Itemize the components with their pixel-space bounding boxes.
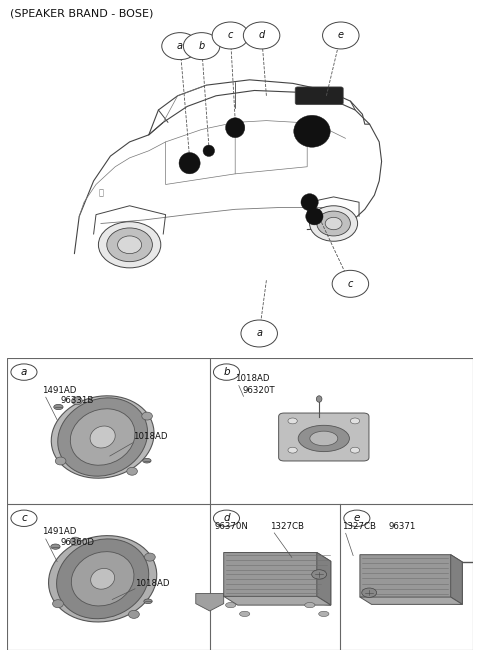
- Circle shape: [288, 418, 297, 424]
- Ellipse shape: [316, 396, 322, 402]
- Text: 96360D: 96360D: [61, 537, 95, 547]
- Text: c: c: [348, 279, 353, 289]
- Polygon shape: [224, 597, 331, 605]
- Circle shape: [183, 33, 220, 60]
- Ellipse shape: [118, 236, 142, 254]
- Circle shape: [162, 33, 198, 60]
- Text: c: c: [21, 513, 27, 523]
- Ellipse shape: [55, 457, 66, 465]
- Text: b: b: [223, 367, 230, 377]
- Ellipse shape: [306, 208, 323, 225]
- Ellipse shape: [53, 600, 63, 608]
- Polygon shape: [317, 553, 331, 605]
- Circle shape: [312, 570, 326, 579]
- Text: a: a: [21, 367, 27, 377]
- Ellipse shape: [144, 599, 152, 604]
- Circle shape: [214, 510, 240, 526]
- Ellipse shape: [129, 610, 139, 618]
- Text: ⓔ: ⓔ: [98, 189, 103, 198]
- Ellipse shape: [51, 544, 60, 549]
- Ellipse shape: [91, 568, 115, 589]
- Ellipse shape: [70, 537, 81, 545]
- Text: a: a: [256, 328, 262, 338]
- Ellipse shape: [143, 459, 151, 463]
- Ellipse shape: [57, 539, 149, 619]
- Ellipse shape: [48, 535, 157, 622]
- Polygon shape: [451, 555, 462, 604]
- Ellipse shape: [142, 412, 152, 420]
- Circle shape: [243, 22, 280, 49]
- Circle shape: [11, 364, 37, 380]
- Polygon shape: [224, 553, 331, 605]
- Text: 96331B: 96331B: [61, 396, 94, 405]
- Circle shape: [241, 320, 277, 347]
- Circle shape: [350, 447, 360, 453]
- Text: 1491AD: 1491AD: [42, 386, 76, 395]
- Text: d: d: [258, 30, 265, 41]
- Circle shape: [212, 22, 249, 49]
- Ellipse shape: [226, 602, 236, 608]
- Ellipse shape: [203, 145, 215, 156]
- Ellipse shape: [301, 194, 318, 211]
- Text: a: a: [177, 41, 183, 51]
- Polygon shape: [360, 597, 462, 604]
- Ellipse shape: [54, 404, 63, 409]
- Ellipse shape: [298, 425, 349, 451]
- Ellipse shape: [179, 152, 200, 174]
- Ellipse shape: [319, 611, 329, 616]
- Circle shape: [332, 270, 369, 298]
- Text: 96320T: 96320T: [242, 386, 275, 396]
- Circle shape: [362, 588, 377, 597]
- Text: (SPEAKER BRAND - BOSE): (SPEAKER BRAND - BOSE): [10, 9, 153, 19]
- Circle shape: [11, 510, 37, 526]
- Ellipse shape: [98, 222, 161, 268]
- Text: 96370N: 96370N: [215, 522, 248, 531]
- Ellipse shape: [127, 467, 137, 475]
- Text: b: b: [198, 41, 205, 51]
- Polygon shape: [196, 593, 224, 611]
- Ellipse shape: [72, 552, 134, 606]
- Ellipse shape: [317, 211, 350, 236]
- Ellipse shape: [58, 398, 147, 476]
- Ellipse shape: [310, 431, 338, 445]
- Text: c: c: [228, 30, 233, 41]
- Text: e: e: [354, 513, 360, 523]
- Circle shape: [350, 418, 360, 424]
- Ellipse shape: [144, 553, 155, 561]
- Ellipse shape: [72, 397, 82, 405]
- Ellipse shape: [70, 409, 135, 465]
- Circle shape: [288, 447, 297, 453]
- Ellipse shape: [240, 611, 250, 616]
- Ellipse shape: [325, 217, 342, 230]
- Circle shape: [214, 364, 240, 380]
- Text: d: d: [223, 513, 230, 523]
- Text: 1018AD: 1018AD: [133, 432, 168, 442]
- Text: 1327CB: 1327CB: [270, 522, 304, 531]
- Circle shape: [344, 510, 370, 526]
- Text: 1327CB: 1327CB: [342, 522, 376, 531]
- FancyBboxPatch shape: [279, 413, 369, 461]
- Text: 1018AD: 1018AD: [235, 374, 270, 383]
- Ellipse shape: [294, 116, 330, 147]
- Text: 1018AD: 1018AD: [135, 579, 170, 587]
- Ellipse shape: [107, 228, 153, 261]
- Ellipse shape: [51, 396, 154, 478]
- Ellipse shape: [310, 206, 358, 241]
- Text: 1491AD: 1491AD: [42, 528, 76, 536]
- Ellipse shape: [90, 426, 115, 448]
- Ellipse shape: [305, 602, 315, 608]
- Polygon shape: [360, 555, 462, 604]
- Ellipse shape: [226, 118, 245, 138]
- Text: 96371: 96371: [389, 522, 416, 531]
- Text: e: e: [338, 30, 344, 41]
- Circle shape: [323, 22, 359, 49]
- FancyBboxPatch shape: [295, 87, 343, 104]
